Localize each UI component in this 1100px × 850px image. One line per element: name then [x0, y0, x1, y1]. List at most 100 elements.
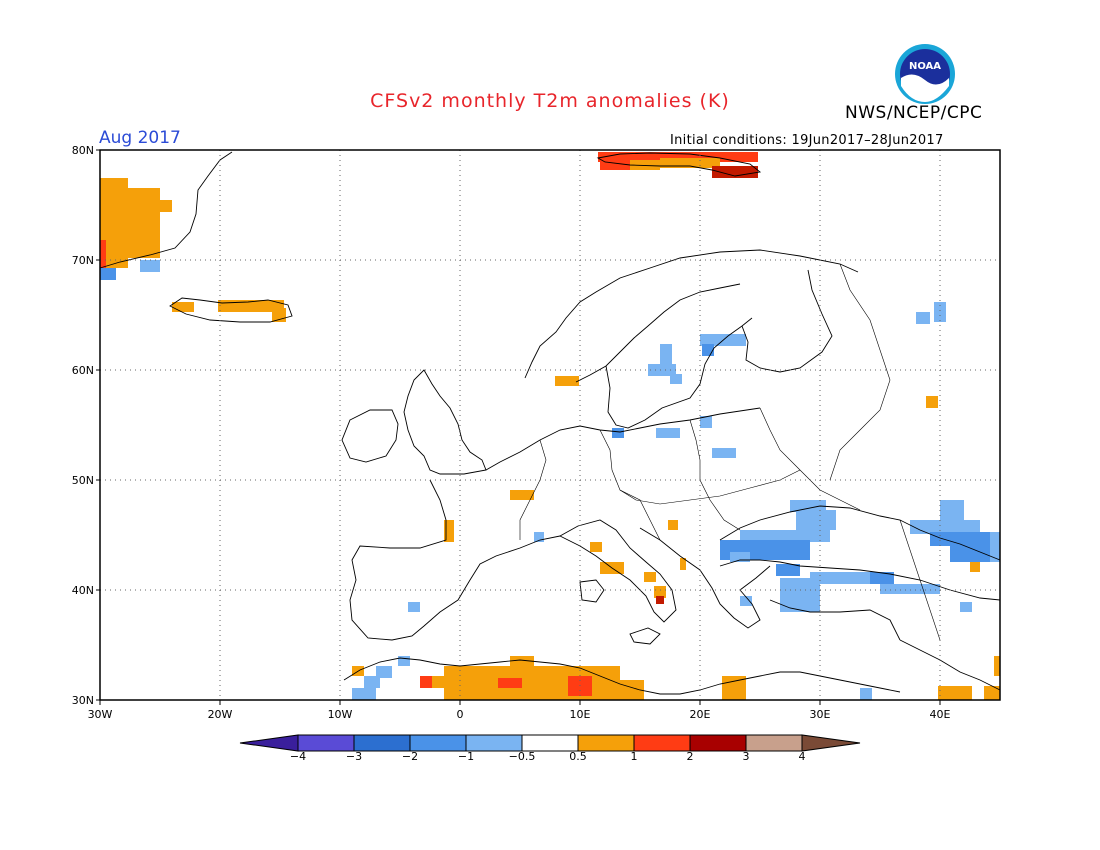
latitude-labels: 80N 70N 60N 50N 40N 30N	[72, 144, 100, 707]
anomaly-cell	[660, 158, 720, 168]
anomaly-cell	[938, 686, 972, 700]
lon-tick-label: 30W	[88, 708, 113, 721]
anomaly-cell	[916, 312, 930, 324]
lon-tick-label: 20W	[208, 708, 233, 721]
anomaly-cell	[352, 688, 376, 700]
anomaly-cell	[910, 520, 980, 534]
anomaly-cell	[994, 656, 1000, 676]
colorbar-segment	[353, 734, 411, 752]
lon-tick-label: 0	[457, 708, 464, 721]
anomaly-cell	[702, 344, 714, 356]
anomaly-cell	[654, 586, 666, 598]
anomaly-cell	[730, 552, 750, 562]
anomaly-cell	[444, 520, 454, 542]
noaa-logo: NOAA	[895, 44, 955, 104]
colorbar-label: 0.5	[569, 750, 587, 763]
anomaly-cell	[940, 500, 964, 520]
anomaly-cell	[140, 260, 160, 272]
anomaly-cell	[930, 532, 1000, 546]
longitude-labels: 30W 20W 10W 0 10E 20E 30E 40E	[88, 700, 951, 721]
anomaly-cell	[172, 302, 194, 312]
anomaly-cell	[376, 666, 392, 678]
anomaly-cell	[796, 510, 836, 530]
initial-conditions: Initial conditions: 19Jun2017–28Jun2017	[670, 133, 944, 148]
anomaly-cell	[656, 596, 664, 604]
anomaly-cell	[218, 300, 284, 312]
lon-tick-label: 10E	[570, 708, 591, 721]
anomaly-cell	[398, 656, 410, 666]
colorbar-segment	[633, 734, 691, 752]
anomaly-cell	[960, 602, 972, 612]
anomaly-cell	[810, 572, 870, 584]
anomaly-cell	[790, 500, 826, 512]
colorbar-segment	[689, 734, 747, 752]
anomaly-cell	[990, 532, 1000, 562]
anomaly-cell	[444, 666, 540, 700]
anomaly-cell	[926, 396, 938, 408]
anomaly-cell	[670, 374, 682, 384]
noaa-logo-text: NOAA	[909, 61, 941, 72]
lon-tick-label: 30E	[810, 708, 831, 721]
anomaly-cell	[160, 200, 172, 212]
anomaly-cell	[776, 564, 800, 576]
anomaly-cell	[700, 416, 712, 428]
anomaly-cell	[984, 686, 1000, 700]
anomaly-cell	[612, 428, 624, 438]
anomaly-cell	[100, 240, 106, 270]
colorbar-label: −0.5	[508, 750, 536, 763]
colorbar-label: −2	[401, 750, 419, 763]
lat-tick-label: 40N	[72, 584, 94, 597]
anomaly-cell	[364, 676, 380, 688]
colorbar-segment	[465, 734, 523, 752]
anomaly-cell	[880, 584, 940, 594]
map-frame	[99, 149, 1001, 701]
anomaly-cell	[510, 490, 534, 500]
colorbar-left-arrow	[239, 734, 299, 752]
anomaly-cell	[590, 542, 602, 552]
anomaly-cell	[598, 152, 758, 162]
anomaly-cell	[934, 302, 946, 322]
anomaly-cell	[740, 596, 752, 606]
map-title: CFSv2 monthly T2m anomalies (K)	[370, 90, 730, 112]
anomaly-cell	[432, 676, 444, 688]
anomaly-cell	[680, 558, 686, 570]
colorbar-segment	[745, 734, 803, 752]
organization-label: NWS/NCEP/CPC	[845, 103, 983, 123]
lon-tick-label: 40E	[930, 708, 951, 721]
colorbar-label: 3	[742, 750, 750, 763]
anomaly-cell	[510, 656, 534, 668]
anomaly-cell	[498, 678, 522, 688]
anomaly-cell	[600, 158, 630, 170]
anomaly-cell	[648, 364, 676, 376]
forecast-month: Aug 2017	[99, 128, 181, 148]
anomaly-cell	[610, 680, 644, 700]
coastlines	[99, 151, 1001, 695]
anomaly-cell	[656, 428, 680, 438]
lat-tick-label: 70N	[72, 254, 94, 267]
anomaly-cell	[870, 572, 894, 584]
anomaly-cell	[740, 530, 830, 542]
colorbar-label: 2	[686, 750, 694, 763]
colorbar-right-arrow	[801, 734, 861, 752]
anomaly-cell	[555, 376, 579, 386]
colorbar-label: 4	[798, 750, 806, 763]
anomaly-cell	[644, 572, 656, 582]
noaa-logo-wave	[901, 74, 949, 102]
colorbar-segment	[521, 734, 579, 752]
lat-tick-label: 60N	[72, 364, 94, 377]
anomaly-cell	[950, 546, 990, 562]
graticule	[100, 150, 1000, 700]
anomaly-cell	[630, 160, 660, 170]
lat-tick-label: 30N	[72, 694, 94, 707]
anomaly-cell	[534, 532, 544, 542]
anomaly-cell	[420, 676, 432, 688]
lon-tick-label: 20E	[690, 708, 711, 721]
anomaly-cell	[712, 448, 736, 458]
anomaly-cells	[100, 152, 1000, 700]
anomaly-cell	[970, 562, 980, 572]
colorbar-label: 1	[630, 750, 638, 763]
lat-tick-label: 50N	[72, 474, 94, 487]
anomaly-cell	[128, 188, 160, 258]
anomaly-cell	[712, 166, 758, 178]
